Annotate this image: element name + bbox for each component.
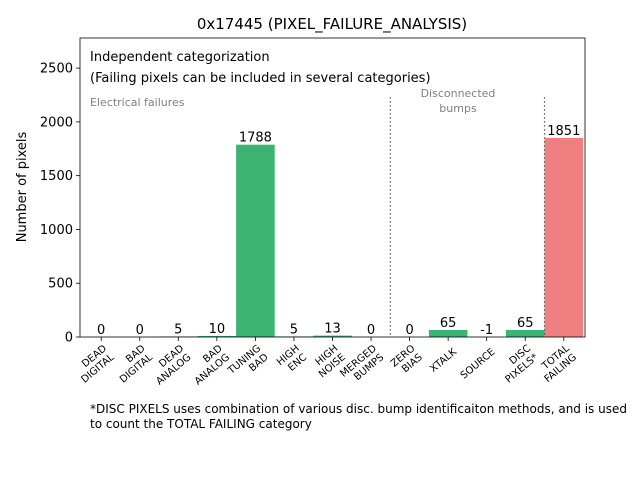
data-label: 0 <box>405 323 413 338</box>
annotation-disconnected-line2: bumps <box>439 102 477 115</box>
data-label: 0 <box>367 323 375 338</box>
data-label: 0 <box>136 323 144 338</box>
bar <box>313 335 352 337</box>
x-tick-label: BADANALOG <box>185 343 232 387</box>
x-tick-label: MERGEDBUMPS <box>338 343 386 388</box>
data-label: -1 <box>480 323 493 338</box>
x-tick-label: ZEROBIAS <box>389 343 425 378</box>
y-tick-label: 2500 <box>40 62 73 77</box>
annotation-independent: Independent categorization <box>90 50 270 65</box>
data-label: 65 <box>517 316 534 331</box>
bar <box>236 144 275 337</box>
x-tick-label: DEADANALOG <box>147 343 194 387</box>
bar <box>197 335 237 337</box>
data-label: 65 <box>440 316 457 331</box>
x-tick-label: DISCPIXELS* <box>496 343 540 385</box>
data-label: 0 <box>97 323 105 338</box>
chart-title: 0x17445 (PIXEL_FAILURE_ANALYSIS) <box>197 15 467 34</box>
data-label: 5 <box>174 322 182 337</box>
x-tick-label: XTALK <box>428 346 459 375</box>
bar <box>428 330 468 337</box>
x-tick-label: TUNINGBAD <box>225 343 270 386</box>
x-tick-label: SOURCE <box>459 347 498 382</box>
y-tick-label: 0 <box>65 331 73 346</box>
bar <box>544 137 584 337</box>
annotation-failing-note: (Failing pixels can be included in sever… <box>90 71 431 86</box>
bar <box>505 330 545 337</box>
data-label: 5 <box>290 322 298 337</box>
data-label: 10 <box>209 322 226 337</box>
x-tick-label: HIGHENC <box>275 343 309 377</box>
x-tick-label: BADDIGITAL <box>111 343 156 386</box>
annotation-electrical-failures: Electrical failures <box>90 96 185 109</box>
plot-frame <box>79 37 586 338</box>
y-tick-label: 1500 <box>40 169 73 184</box>
y-tick-label: 1000 <box>40 223 73 238</box>
annotation-disconnected-line1: Disconnected <box>421 87 496 100</box>
x-tick-label: TOTALFAILING <box>535 343 579 385</box>
data-label: 1851 <box>547 124 580 139</box>
bar-chart: 0x17445 (PIXEL_FAILURE_ANALYSIS) 0DEADDI… <box>15 15 586 388</box>
y-tick-label: 2000 <box>40 115 73 130</box>
data-label: 13 <box>324 322 341 337</box>
x-tick-label: DEADDIGITAL <box>72 343 117 386</box>
data-label: 1788 <box>239 131 272 146</box>
plot-area: 0DEADDIGITAL0BADDIGITAL5DEADANALOG10BADA… <box>40 37 586 388</box>
footnote: *DISC PIXELS uses combination of various… <box>90 402 627 431</box>
y-axis-label: Number of pixels <box>15 131 30 242</box>
y-tick-label: 500 <box>48 277 73 292</box>
